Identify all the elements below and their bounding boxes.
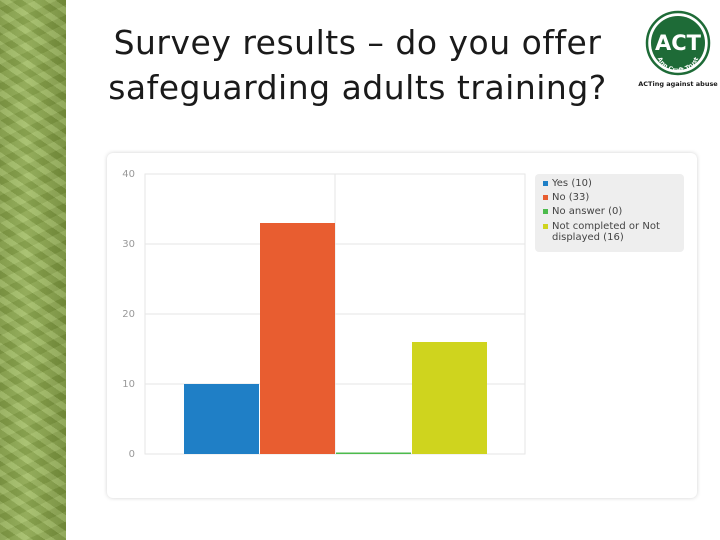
slide-title: Survey results – do you offer safeguardi… [70, 20, 645, 110]
title-line-1: Survey results – do you offer [113, 23, 602, 62]
bar-yes [184, 384, 259, 454]
act-logo: ACT Ann Craft Trust ACTing against abuse [638, 10, 718, 88]
y-tick-label: 40 [122, 169, 135, 180]
legend-item: Yes (10) [543, 178, 679, 189]
bar-no-answer [336, 452, 411, 454]
y-tick-label: 0 [129, 449, 135, 460]
legend-item: Not completed or Not displayed (16) [543, 221, 679, 243]
legend-label: No answer (0) [552, 206, 623, 217]
legend-swatch [543, 195, 548, 200]
legend-label: Not completed or Not displayed (16) [552, 221, 660, 243]
legend-item: No answer (0) [543, 206, 679, 217]
title-line-2: safeguarding adults training? [108, 68, 607, 107]
legend-item: No (33) [543, 192, 679, 203]
decorative-side-strip [0, 0, 66, 540]
bar-no [260, 223, 335, 454]
legend-swatch [543, 224, 548, 229]
y-tick-label: 20 [122, 309, 135, 320]
chart-legend: Yes (10) No (33) No answer (0) Not complete… [535, 174, 684, 252]
y-axis-ticks: 0 10 20 30 40 [122, 169, 135, 460]
chart-bars [184, 223, 487, 454]
bar-not-completed-or-not-displayed [412, 342, 487, 454]
logo-tagline: ACTing against abuse [638, 80, 718, 88]
legend-label: No (33) [552, 192, 590, 203]
y-tick-label: 10 [122, 379, 135, 390]
logo-text: ACT [655, 31, 702, 55]
legend-swatch [543, 209, 548, 214]
legend-swatch [543, 181, 548, 186]
y-tick-label: 30 [122, 239, 135, 250]
legend-label: Yes (10) [552, 178, 592, 189]
